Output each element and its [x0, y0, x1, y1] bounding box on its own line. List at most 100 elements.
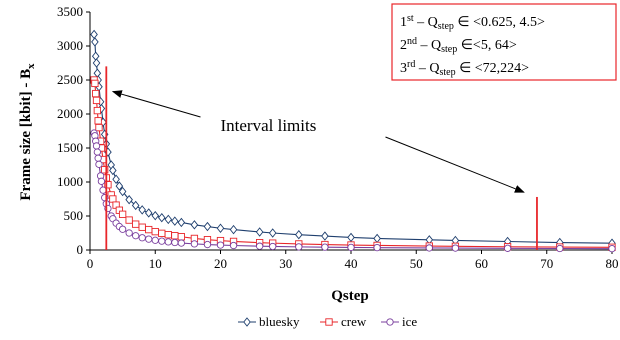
annotation-layer: Interval limits [111, 90, 525, 193]
data-point-ice [203, 240, 212, 249]
data-point-ice [190, 240, 199, 248]
data-point-bluesky [90, 29, 98, 40]
legend-label-ice: ice [402, 314, 417, 329]
arrow-to-first-limit [111, 90, 201, 118]
series-line-crew [93, 79, 613, 248]
data-point-ice [171, 238, 179, 247]
data-point-crew [91, 79, 99, 88]
data-point-bluesky [255, 227, 264, 237]
data-point-crew [95, 123, 103, 132]
info-box-line-1: 1st – Qstep ∈ <0.625, 4.5> [400, 13, 545, 32]
info-box-frame [391, 3, 617, 81]
data-point-bluesky [203, 221, 212, 232]
data-point-ice [255, 242, 264, 250]
data-point-bluesky [157, 212, 166, 223]
data-point-bluesky [125, 194, 133, 205]
data-point-ice [425, 244, 433, 252]
data-point-bluesky [115, 181, 124, 191]
data-point-ice [269, 242, 277, 251]
data-point-crew [93, 106, 101, 115]
data-point-ice [138, 234, 146, 242]
data-point-crew [177, 233, 185, 241]
y-tick-label: 0 [77, 242, 84, 257]
x-axis-title: Qstep [331, 288, 369, 304]
data-point-crew [92, 96, 101, 105]
data-point-bluesky [216, 223, 225, 233]
series-layer [90, 29, 616, 253]
data-point-bluesky [112, 174, 120, 185]
data-point-bluesky [373, 233, 381, 244]
data-point-bluesky [144, 208, 153, 218]
data-point-crew [109, 195, 117, 203]
data-point-ice [503, 244, 512, 252]
data-point-ice [164, 238, 172, 246]
data-point-ice [556, 244, 564, 253]
data-point-crew [132, 220, 140, 228]
data-point-bluesky [92, 58, 101, 68]
data-point-bluesky [93, 68, 102, 78]
data-point-ice [99, 186, 107, 194]
axes: 0 500 1000 1500 2000 2500 3000 3500 0 10 20 30 40 50 6… [57, 4, 619, 271]
info-box: 1st – Qstep ∈ <0.625, 4.5> 2nd – Qstep ∈… [391, 3, 617, 81]
data-point-bluesky [295, 229, 303, 240]
arrow-to-second-limit [385, 136, 525, 193]
y-tick-label: 3500 [57, 4, 83, 19]
data-point-bluesky [229, 224, 238, 235]
legend-marker-crew [325, 318, 333, 326]
data-point-bluesky [118, 186, 127, 197]
x-tick-label: 30 [279, 256, 292, 271]
data-point-crew [158, 229, 166, 237]
y-tick-label: 3000 [57, 38, 83, 53]
data-point-crew [145, 225, 153, 234]
data-point-bluesky [131, 200, 140, 211]
data-point-ice [451, 244, 460, 252]
data-point-crew [138, 223, 146, 231]
data-point-ice [94, 154, 102, 162]
data-point-ice [145, 235, 153, 243]
legend-label-crew: crew [341, 314, 367, 329]
data-point-ice [92, 142, 101, 150]
data-point-ice [608, 244, 616, 253]
data-point-bluesky [91, 51, 100, 61]
x-tick-label: 70 [540, 256, 553, 271]
x-tick-label: 20 [214, 256, 227, 271]
data-point-crew [92, 89, 100, 98]
legend-label-bluesky: bluesky [259, 314, 300, 329]
data-point-bluesky [164, 214, 173, 225]
data-point-ice [177, 239, 186, 247]
data-point-crew [151, 227, 159, 236]
data-point-crew [164, 231, 172, 239]
data-point-ice [132, 232, 140, 240]
annotation-interval-limits: Interval limits [221, 116, 317, 135]
y-tick-label: 2000 [57, 106, 83, 121]
x-tick-label: 40 [345, 256, 358, 271]
x-tick-label: 50 [410, 256, 423, 271]
x-tick-label: 80 [606, 256, 619, 271]
data-point-crew [171, 232, 179, 240]
data-point-ice [95, 160, 103, 168]
y-axis-title: Frame size [kbit] - Bx [18, 63, 37, 201]
data-point-bluesky [109, 165, 117, 176]
y-tick-label: 500 [64, 208, 84, 223]
data-point-ice [125, 229, 133, 237]
data-point-ice [93, 148, 101, 156]
data-point-bluesky [321, 231, 329, 241]
data-point-bluesky [171, 216, 179, 226]
data-point-bluesky [91, 37, 99, 47]
data-point-ice [229, 241, 238, 250]
data-point-ice [347, 243, 355, 252]
y-tick-label: 1000 [57, 174, 83, 189]
x-tick-label: 60 [475, 256, 488, 271]
data-point-crew [94, 117, 102, 125]
data-point-bluesky [151, 210, 160, 221]
info-box-line-2: 2nd – Qstep ∈<5, 64> [400, 36, 517, 55]
data-point-ice [295, 243, 303, 251]
x-tick-label: 0 [87, 256, 94, 271]
data-point-ice [151, 236, 159, 244]
legend-marker-bluesky [243, 317, 251, 327]
data-point-crew [118, 210, 127, 218]
data-point-bluesky [268, 228, 277, 238]
data-point-ice [216, 241, 225, 249]
